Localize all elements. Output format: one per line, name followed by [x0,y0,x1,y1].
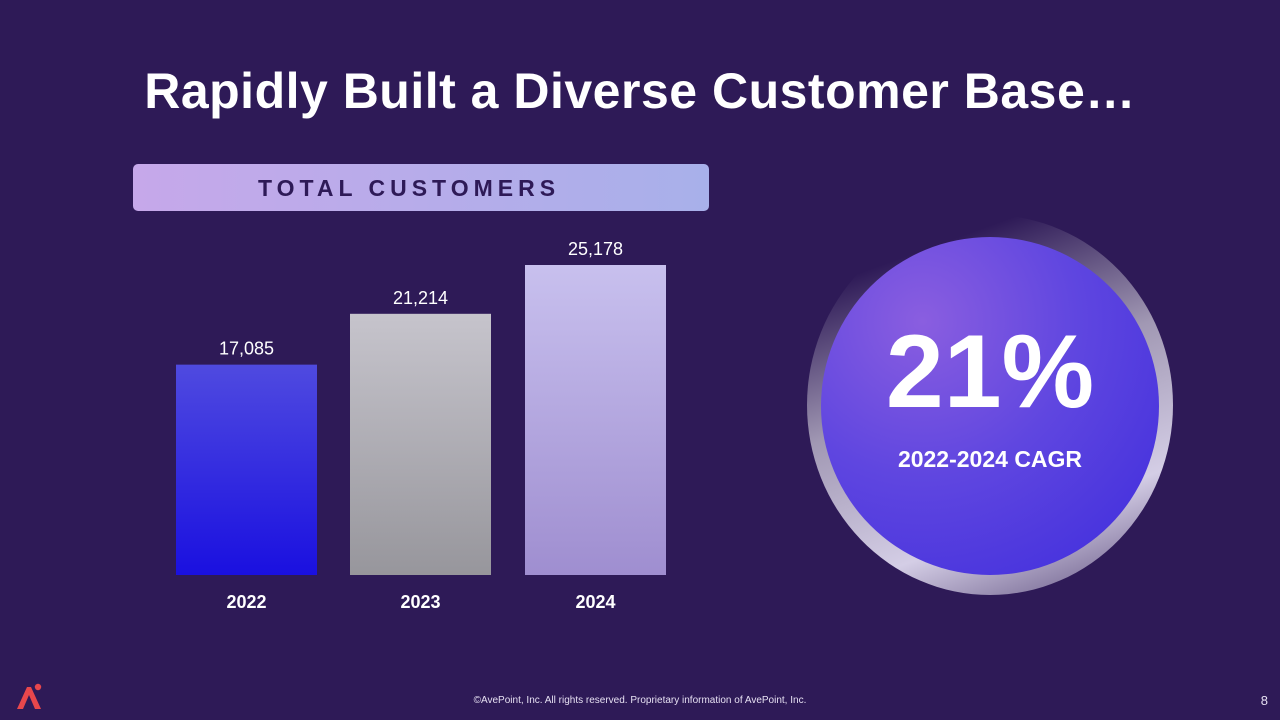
page-number: 8 [1260,693,1268,708]
cagr-value: 21% [885,314,1095,430]
category-label-2024: 2024 [575,592,615,612]
bar-value-label-2024: 25,178 [568,239,623,259]
category-label-2022: 2022 [226,592,266,612]
total-customers-banner: TOTAL CUSTOMERS [133,164,709,211]
category-label-2023: 2023 [400,592,440,612]
cagr-label: 2022-2024 CAGR [897,446,1083,472]
footer-copyright: ©AvePoint, Inc. All rights reserved. Pro… [473,695,807,706]
bar-value-label-2023: 21,214 [393,288,448,308]
bar-2024 [525,265,666,575]
bar-2022 [176,364,317,575]
cagr-circle [821,237,1159,575]
bar-2023 [350,313,491,575]
banner-label: TOTAL CUSTOMERS [258,175,561,201]
avepoint-logo-icon [17,683,42,709]
bar-value-label-2022: 17,085 [219,339,274,359]
slide-title: Rapidly Built a Diverse Customer Base… [144,63,1136,119]
